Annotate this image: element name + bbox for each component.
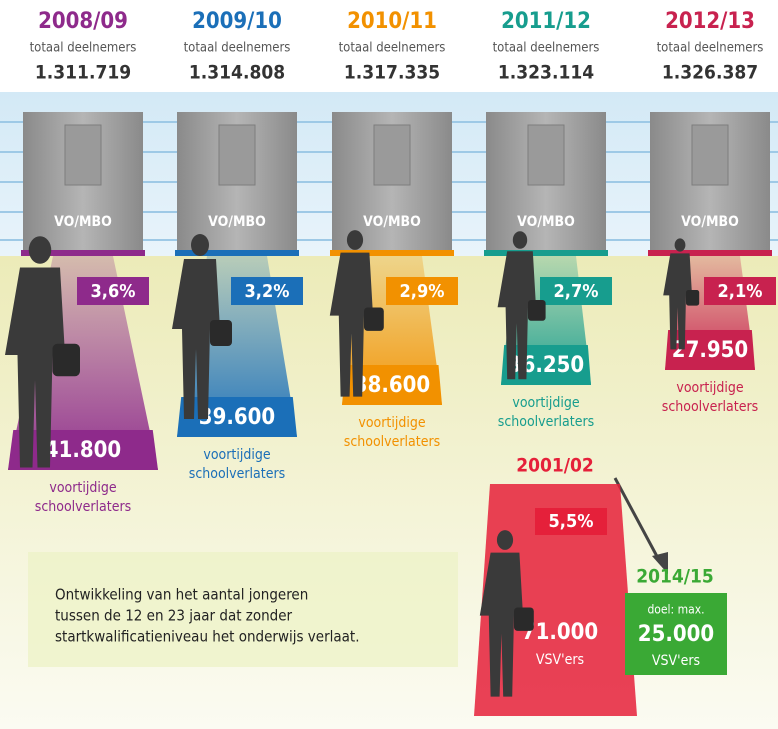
silhouette-head xyxy=(675,238,686,251)
label: schoolverlaters xyxy=(35,499,131,515)
target-unit: VSV'ers xyxy=(652,653,700,669)
building-label: VO/MBO xyxy=(681,214,739,230)
baseline-unit: VSV'ers xyxy=(536,652,584,668)
silhouette-head xyxy=(497,530,513,550)
building-tower xyxy=(692,125,728,185)
total: 1.314.808 xyxy=(189,62,285,84)
silhouette-bag xyxy=(53,344,81,377)
count: 38.600 xyxy=(354,373,430,398)
description: Ontwikkeling van het aantal jongeren xyxy=(55,586,308,604)
total: 1.311.719 xyxy=(35,62,131,84)
label: schoolverlaters xyxy=(344,434,440,450)
year: 2010/11 xyxy=(347,9,437,34)
silhouette-head xyxy=(29,236,52,264)
label: schoolverlaters xyxy=(189,466,285,482)
target-note: doel: max. xyxy=(647,603,704,617)
year: 2012/13 xyxy=(665,9,755,34)
silhouette-bag xyxy=(210,320,232,346)
building-label: VO/MBO xyxy=(517,214,575,230)
building-base xyxy=(648,250,772,256)
silhouette-bag xyxy=(364,308,384,331)
count: 39.600 xyxy=(199,405,275,430)
building-label: VO/MBO xyxy=(208,214,266,230)
target-count: 25.000 xyxy=(638,622,714,647)
silhouette-head xyxy=(347,230,363,250)
percent: 3,6% xyxy=(91,281,136,302)
caption: totaal deelnemers xyxy=(30,41,137,56)
percent: 3,2% xyxy=(245,281,290,302)
silhouette-head xyxy=(513,231,527,249)
label: voortijdige xyxy=(49,480,116,496)
caption: totaal deelnemers xyxy=(184,41,291,56)
building-tower xyxy=(65,125,101,185)
year: 2009/10 xyxy=(192,9,282,34)
baseline-percent: 5,5% xyxy=(549,511,594,532)
year: 2011/12 xyxy=(501,9,591,34)
label: voortijdige xyxy=(203,447,270,463)
caption: totaal deelnemers xyxy=(657,41,764,56)
label: voortijdige xyxy=(512,395,579,411)
label: schoolverlaters xyxy=(662,399,758,415)
building-tower xyxy=(219,125,255,185)
baseline-year: 2001/02 xyxy=(516,455,594,477)
percent: 2,9% xyxy=(400,281,445,302)
percent: 2,7% xyxy=(554,281,599,302)
count: 41.800 xyxy=(45,438,121,463)
building-label: VO/MBO xyxy=(54,214,112,230)
description: startkwalificatieniveau het onderwijs ve… xyxy=(55,628,360,646)
silhouette-bag xyxy=(514,608,534,631)
total: 1.317.335 xyxy=(344,62,440,84)
building-tower xyxy=(528,125,564,185)
label: voortijdige xyxy=(676,380,743,396)
building-base xyxy=(484,250,608,256)
label: schoolverlaters xyxy=(498,414,594,430)
silhouette-bag xyxy=(686,290,699,306)
target-year: 2014/15 xyxy=(636,566,714,588)
total: 1.323.114 xyxy=(498,62,594,84)
year: 2008/09 xyxy=(38,9,128,34)
description: tussen de 12 en 23 jaar dat zonder xyxy=(55,607,293,625)
building-tower xyxy=(374,125,410,185)
silhouette-bag xyxy=(528,300,546,321)
silhouette-head xyxy=(191,234,209,256)
percent: 2,1% xyxy=(718,281,763,302)
label: voortijdige xyxy=(358,415,425,431)
infographic: 2008/09 totaal deelnemers 1.311.719 VO/MBO 4… xyxy=(0,0,778,729)
building-label: VO/MBO xyxy=(363,214,421,230)
total: 1.326.387 xyxy=(662,62,758,84)
caption: totaal deelnemers xyxy=(339,41,446,56)
caption: totaal deelnemers xyxy=(493,41,600,56)
